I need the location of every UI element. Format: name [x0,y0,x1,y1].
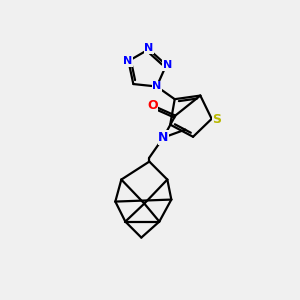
Text: N: N [158,131,169,144]
Text: S: S [212,113,221,126]
Text: N: N [144,43,153,53]
Text: N: N [123,56,132,66]
Text: O: O [147,99,158,112]
Text: N: N [152,82,161,92]
Text: N: N [163,60,172,70]
